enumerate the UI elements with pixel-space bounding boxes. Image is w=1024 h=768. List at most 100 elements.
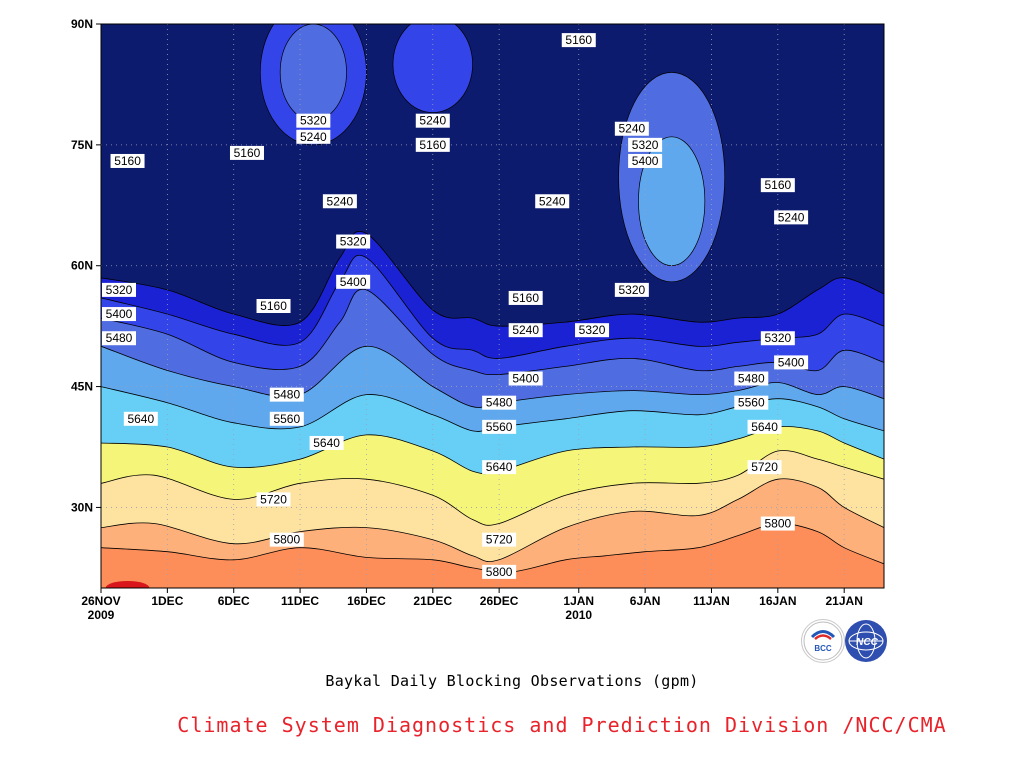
contour-label-text: 5800 bbox=[764, 517, 791, 531]
contour-label-text: 5320 bbox=[300, 114, 327, 128]
contour-label-text: 5640 bbox=[751, 420, 778, 434]
contour-label-text: 5480 bbox=[486, 396, 513, 410]
contour-label-box bbox=[269, 387, 304, 402]
contour-label: 5240 bbox=[296, 129, 331, 144]
x-tick-label: 26NOV bbox=[81, 594, 120, 608]
blob-5320 bbox=[279, 24, 347, 122]
contour-label-text: 5800 bbox=[273, 533, 300, 547]
contour-label: 5560 bbox=[482, 419, 517, 434]
contour-label-box bbox=[535, 194, 570, 209]
contour-label-text: 5240 bbox=[778, 210, 805, 224]
contour-label-text: 5240 bbox=[512, 323, 539, 337]
contour-label: 5320 bbox=[628, 137, 663, 152]
x-tick-sublabel: 2009 bbox=[88, 608, 115, 622]
contour-label-text: 5400 bbox=[106, 307, 133, 321]
contour-label-text: 5320 bbox=[106, 283, 133, 297]
x-tick-label: 21DEC bbox=[413, 594, 452, 608]
contour-label-box bbox=[415, 113, 450, 128]
contour-label-box bbox=[508, 290, 543, 305]
contour-label: 5640 bbox=[482, 460, 517, 475]
contour-label-box bbox=[336, 274, 371, 289]
contour-label-box bbox=[774, 355, 809, 370]
contour-label: 5160 bbox=[415, 137, 450, 152]
contour-label-text: 5480 bbox=[738, 372, 765, 386]
contour-label-text: 5320 bbox=[340, 235, 367, 249]
contour-line-5560 bbox=[101, 426, 884, 475]
contour-label-box bbox=[110, 153, 145, 168]
contour-label-text: 5160 bbox=[419, 138, 446, 152]
bcc-logo-icon: BCC bbox=[803, 621, 843, 661]
contour-label-box bbox=[102, 307, 136, 322]
contour-label-text: 5160 bbox=[512, 291, 539, 305]
x-tick-label: 1JAN bbox=[563, 594, 594, 608]
contour-label: 5320 bbox=[102, 282, 136, 297]
contour-label-box bbox=[102, 282, 136, 297]
contour-label-box bbox=[760, 331, 795, 346]
contour-label: 5800 bbox=[760, 516, 795, 531]
contour-label: 5720 bbox=[747, 460, 782, 475]
contour-label: 5240 bbox=[322, 194, 357, 209]
contour-label-text: 5400 bbox=[512, 372, 539, 386]
contour-label-box bbox=[269, 411, 304, 426]
contour-label-box bbox=[628, 137, 663, 152]
contour-label-text: 5160 bbox=[565, 33, 592, 47]
contour-label: 5480 bbox=[102, 331, 136, 346]
contour-label: 5320 bbox=[336, 234, 371, 249]
plot-area bbox=[101, 24, 884, 588]
contour-label-box bbox=[322, 194, 357, 209]
band-above-5800 bbox=[105, 581, 150, 588]
contour-line-5160 bbox=[101, 231, 884, 327]
contour-label-box bbox=[415, 137, 450, 152]
contour-label-box bbox=[508, 371, 543, 386]
contour-label: 5320 bbox=[575, 323, 610, 338]
band-5800 bbox=[101, 523, 884, 588]
y-tick-label: 90N bbox=[71, 17, 93, 31]
x-tick-label: 16JAN bbox=[759, 594, 796, 608]
x-tick-label: 26DEC bbox=[480, 594, 519, 608]
contour-label-box bbox=[229, 145, 264, 160]
contour-label-box bbox=[575, 323, 610, 338]
contour-label: 5240 bbox=[415, 113, 450, 128]
contour-label-box bbox=[256, 492, 291, 507]
y-tick-label: 60N bbox=[71, 259, 93, 273]
x-tick-label: 11JAN bbox=[693, 594, 730, 608]
contour-label-text: 5720 bbox=[751, 460, 778, 474]
contour-label: 5480 bbox=[734, 371, 769, 386]
contour-label-box bbox=[614, 121, 649, 136]
x-tick-label: 6DEC bbox=[218, 594, 250, 608]
bcc-logo-text: BCC bbox=[814, 644, 832, 653]
contour-label-box bbox=[269, 532, 304, 547]
chart-credit: Climate System Diagnostics and Predictio… bbox=[177, 713, 947, 737]
contour-label-box bbox=[256, 299, 291, 313]
contour-label-text: 5320 bbox=[618, 283, 645, 297]
contour-label: 5640 bbox=[309, 435, 344, 450]
contour-label-box bbox=[482, 419, 517, 434]
contour-label-box bbox=[482, 395, 517, 410]
contour-label: 5160 bbox=[561, 33, 596, 48]
x-tick-label: 11DEC bbox=[281, 594, 319, 608]
y-tick-label: 75N bbox=[71, 138, 93, 152]
contour-label: 5320 bbox=[760, 331, 795, 346]
contour-label-text: 5240 bbox=[327, 194, 354, 208]
contour-label-text: 5400 bbox=[632, 154, 659, 168]
contour-label-box bbox=[102, 331, 136, 346]
contour-label-text: 5560 bbox=[486, 420, 513, 434]
contour-label: 5640 bbox=[123, 411, 158, 426]
contour-label-text: 5160 bbox=[764, 178, 791, 192]
x-tick-label: 21JAN bbox=[826, 594, 863, 608]
contour-label: 5160 bbox=[508, 290, 543, 305]
contour-label-text: 5160 bbox=[114, 154, 141, 168]
contour-label: 5720 bbox=[482, 532, 517, 547]
contour-label-text: 5480 bbox=[273, 388, 300, 402]
contour-label-box bbox=[628, 153, 663, 168]
contour-label-text: 5720 bbox=[486, 533, 513, 547]
y-tick-label: 45N bbox=[71, 380, 93, 394]
ncc-logo: NCC bbox=[845, 620, 887, 662]
contour-label: 5400 bbox=[508, 371, 543, 386]
contour-label-box bbox=[747, 419, 782, 434]
contour-label-box bbox=[123, 411, 158, 426]
contour-label-box bbox=[508, 323, 543, 338]
contour-label-text: 5320 bbox=[579, 323, 606, 337]
contour-label-box bbox=[760, 516, 795, 531]
